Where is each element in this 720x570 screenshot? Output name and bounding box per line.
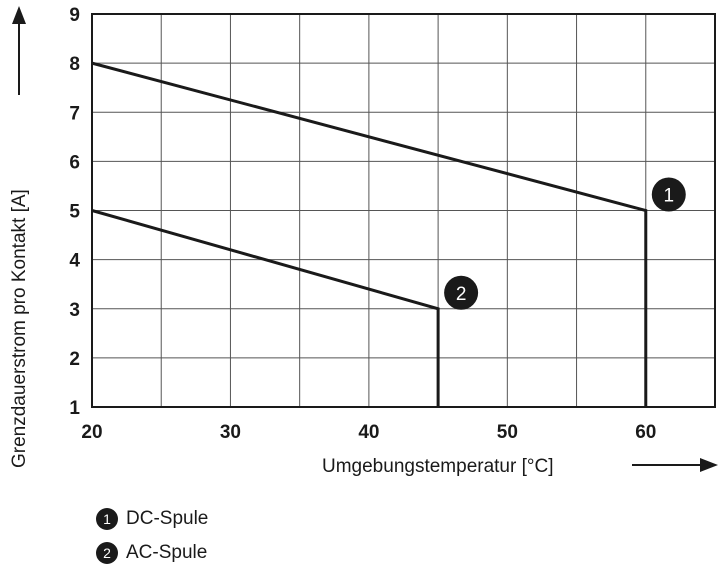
- series-line-2: [91, 209, 440, 407]
- x-tick-labels: 20 30 40 50 60: [81, 422, 656, 443]
- x-tick-label: 50: [497, 422, 518, 443]
- y-tick-label: 7: [69, 103, 80, 124]
- marker-circle: [444, 275, 479, 310]
- legend-item-ac: 2 AC-Spule: [96, 536, 208, 570]
- y-tick-label: 3: [69, 300, 80, 321]
- marker-number: 1: [663, 186, 674, 207]
- x-axis-arrow: [632, 458, 718, 472]
- y-axis-arrow: [12, 6, 26, 95]
- y-tick-labels: 1 2 3 4 5 6 7 8 9: [69, 5, 80, 419]
- marker-circle: [651, 177, 686, 212]
- series-layer: [91, 61, 648, 407]
- series-marker-2: 2: [444, 275, 479, 310]
- x-tick-label: 40: [358, 422, 379, 443]
- y-tick-label: 1: [69, 398, 80, 419]
- legend: 1 DC-Spule 2 AC-Spule: [96, 502, 208, 570]
- legend-text-dc: DC-Spule: [126, 508, 209, 529]
- legend-item-dc: 1 DC-Spule: [96, 502, 208, 536]
- y-axis-label: Grenzdauerstrom pro Kontakt [A]: [9, 189, 30, 468]
- x-axis-label: Umgebungstemperatur [°C]: [322, 456, 553, 477]
- series-line-1: [91, 61, 648, 407]
- y-tick-label: 8: [69, 54, 80, 75]
- x-tick-label: 60: [635, 422, 656, 443]
- x-tick-label: 20: [81, 422, 102, 443]
- marker-number: 2: [456, 284, 467, 305]
- legend-badge-1: 1: [96, 508, 118, 530]
- marker-layer: 12: [444, 177, 686, 310]
- y-tick-label: 9: [69, 5, 80, 26]
- y-tick-label: 2: [69, 349, 80, 370]
- grid-lines: [92, 14, 715, 407]
- legend-text-ac: AC-Spule: [126, 542, 208, 563]
- y-tick-label: 5: [69, 202, 80, 223]
- y-tick-label: 4: [69, 251, 80, 272]
- legend-badge-2: 2: [96, 542, 118, 564]
- y-tick-label: 6: [69, 152, 80, 173]
- series-marker-1: 1: [651, 177, 686, 212]
- x-tick-label: 30: [220, 422, 241, 443]
